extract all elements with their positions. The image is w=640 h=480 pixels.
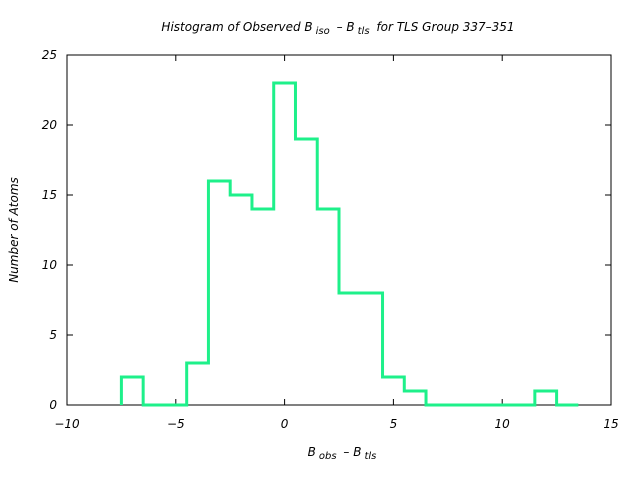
x-tick-label: 10 <box>495 417 511 431</box>
x-tick-label: −10 <box>54 417 80 431</box>
x-tick-label: 15 <box>603 417 618 431</box>
x-tick-label: 5 <box>390 417 398 431</box>
y-tick-label: 0 <box>49 398 57 412</box>
y-axis: 0 5 10 15 20 25 <box>42 48 611 412</box>
y-tick-label: 20 <box>42 118 58 132</box>
x-tick-label: −5 <box>167 417 185 431</box>
x-tick-label: 0 <box>281 417 289 431</box>
x-axis: −10 −5 0 5 10 15 <box>54 55 619 431</box>
y-tick-label: 25 <box>42 48 57 62</box>
y-tick-label: 15 <box>42 188 57 202</box>
plot-frame <box>66 54 612 406</box>
y-tick-label: 5 <box>49 328 57 342</box>
y-axis-label: Number of Atoms <box>7 177 21 283</box>
y-tick-label: 10 <box>42 258 58 272</box>
histogram-series <box>119 81 579 407</box>
